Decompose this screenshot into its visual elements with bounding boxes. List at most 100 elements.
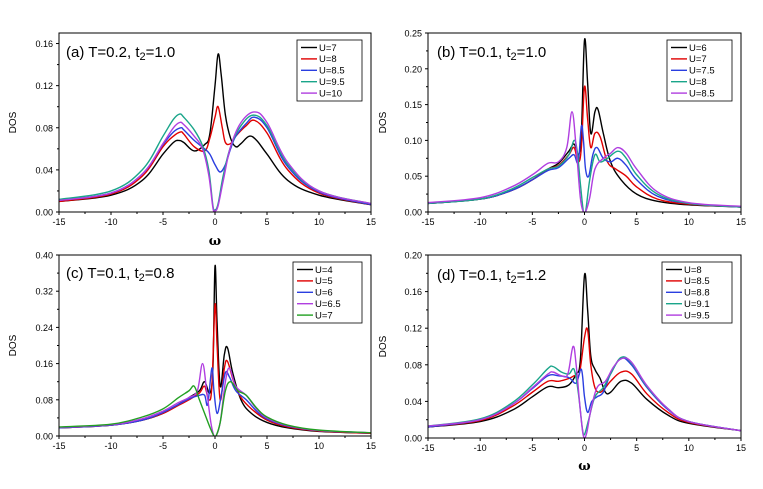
x-tick-label-a-4: 5 <box>264 217 269 227</box>
y-tick-label-a-3: 0.12 <box>35 81 53 91</box>
y-tick-label-b-3: 0.15 <box>404 100 422 110</box>
series-line-a-u-10 <box>59 111 371 212</box>
y-tick-label-d-2: 0.08 <box>404 360 422 370</box>
panel-title-suffix-c: =0.8 <box>145 265 175 282</box>
x-axis-label-d: ω <box>578 459 590 474</box>
x-tick-label-b-2: -5 <box>528 217 536 227</box>
x-tick-label-a-2: -5 <box>159 217 167 227</box>
legend-label-c-2: U=6 <box>315 288 333 299</box>
series-line-c-u-6 <box>59 367 371 434</box>
y-tick-label-b-0: 0.00 <box>404 208 422 218</box>
panel-title-subscript-d: 2 <box>511 274 517 286</box>
series-line-b-u-8 <box>428 139 741 212</box>
y-tick-label-b-5: 0.25 <box>404 29 422 39</box>
x-tick-label-a-1: -10 <box>104 217 117 227</box>
y-tick-label-c-3: 0.24 <box>35 323 53 333</box>
y-tick-label-b-4: 0.20 <box>404 64 422 74</box>
legend-label-a-1: U=8 <box>319 54 337 65</box>
x-tick-label-b-1: -10 <box>474 217 487 227</box>
x-tick-label-d-3: 0 <box>582 443 587 453</box>
y-tick-label-a-2: 0.08 <box>35 123 53 133</box>
x-tick-label-c-3: 0 <box>212 441 217 451</box>
legend-label-a-4: U=10 <box>319 88 342 99</box>
x-tick-label-a-6: 15 <box>366 217 376 227</box>
panel-title-prefix-d: (d) T=0.1, t <box>437 267 511 284</box>
x-tick-label-b-3: 0 <box>582 217 587 227</box>
y-tick-label-b-2: 0.10 <box>404 136 422 146</box>
x-tick-label-c-5: 10 <box>314 441 324 451</box>
legend-label-a-0: U=7 <box>319 43 337 54</box>
x-tick-label-c-1: -10 <box>104 441 117 451</box>
x-tick-label-c-6: 15 <box>366 441 376 451</box>
y-tick-label-c-1: 0.08 <box>35 395 53 405</box>
panel-title-subscript-c: 2 <box>139 272 145 284</box>
legend-c: U=4U=5U=6U=6.5U=7 <box>292 261 363 324</box>
x-tick-label-a-5: 10 <box>314 217 324 227</box>
x-tick-label-c-4: 5 <box>264 441 269 451</box>
y-tick-label-d-3: 0.12 <box>404 324 422 334</box>
legend-label-c-3: U=6.5 <box>315 299 341 310</box>
x-tick-label-c-2: -5 <box>159 441 167 451</box>
panel-title-prefix-b: (b) T=0.1, t <box>437 44 511 61</box>
x-tick-label-b-4: 5 <box>634 217 639 227</box>
series-line-d-u-8 <box>428 272 741 432</box>
y-tick-label-b-1: 0.05 <box>404 172 422 182</box>
curves-c <box>59 264 371 436</box>
legend-label-d-4: U=9.5 <box>684 310 710 321</box>
series-line-b-u-8-5 <box>428 111 741 212</box>
legend-label-b-0: U=6 <box>689 43 707 54</box>
x-tick-label-b-0: -15 <box>421 217 434 227</box>
series-line-c-u-7 <box>59 381 371 436</box>
x-tick-label-d-6: 15 <box>736 443 746 453</box>
series-line-b-u-7-5 <box>428 124 741 208</box>
y-tick-label-d-0: 0.00 <box>404 434 422 444</box>
panel-title-subscript-a: 2 <box>140 51 146 63</box>
panel-d: -15 -10 -5 0 5 10 15 0.00 0.04 0.08 0.12 0.16 0.20 DO… <box>378 251 746 475</box>
y-tick-label-a-0: 0.00 <box>35 208 53 218</box>
panel-c: -15 -10 -5 0 5 10 15 0.00 0.08 0.16 0.24 0.32 0.40 DO… <box>8 251 376 452</box>
panel-title-suffix-d: =1.2 <box>517 267 547 284</box>
legend-label-a-2: U=8.5 <box>319 66 345 77</box>
legend-label-b-2: U=7.5 <box>689 66 715 77</box>
x-tick-label-d-0: -15 <box>421 443 434 453</box>
y-tick-label-c-5: 0.40 <box>35 251 53 261</box>
y-tick-label-c-4: 0.32 <box>35 287 53 297</box>
legend-a: U=7U=8U=8.5U=9.5U=10 <box>296 39 363 102</box>
series-line-d-u-8-5 <box>428 327 741 432</box>
panel-title-suffix-b: =1.0 <box>517 44 547 61</box>
x-tick-label-d-4: 5 <box>634 443 639 453</box>
y-tick-label-a-1: 0.04 <box>35 165 53 175</box>
y-tick-label-d-5: 0.20 <box>404 251 422 261</box>
legend-d: U=8U=8.5U=8.8U=9.1U=9.5 <box>661 261 733 324</box>
legend-label-c-1: U=5 <box>315 276 333 287</box>
y-axis-label-b: DOS <box>378 111 389 133</box>
legend-label-c-4: U=7 <box>315 310 333 321</box>
panel-title-prefix-c: (c) T=0.1, t <box>66 265 139 282</box>
y-axis-label-d: DOS <box>378 335 389 357</box>
legend-label-d-2: U=8.8 <box>684 288 710 299</box>
series-line-a-u-8-5 <box>59 116 371 206</box>
x-tick-label-a-0: -15 <box>52 217 65 227</box>
legend-label-d-1: U=8.5 <box>684 276 710 287</box>
panel-title-c: (c) T=0.1, t2=0.8 <box>66 265 174 284</box>
legend-b: U=6U=7U=7.5U=8U=8.5 <box>666 39 733 102</box>
x-axis-label-a: ω <box>209 234 221 249</box>
y-tick-label-d-1: 0.04 <box>404 397 422 407</box>
panel-a: -15 -10 -5 0 5 10 15 0.00 0.04 0.08 0.12 0.16 DOS ω (a… <box>8 32 376 249</box>
legend-label-a-3: U=9.5 <box>319 77 345 88</box>
series-line-c-u-5 <box>59 303 371 434</box>
curves-a <box>59 53 371 212</box>
legend-label-d-0: U=8 <box>684 265 702 276</box>
y-tick-label-d-4: 0.16 <box>404 287 422 297</box>
y-tick-label-c-2: 0.16 <box>35 359 53 369</box>
curves-d <box>428 272 741 438</box>
y-axis-label-c: DOS <box>8 334 19 356</box>
x-tick-label-b-6: 15 <box>736 217 746 227</box>
panel-title-a: (a) T=0.2, t2=1.0 <box>66 44 175 63</box>
panel-title-prefix-a: (a) T=0.2, t <box>66 44 140 61</box>
x-tick-label-d-1: -10 <box>474 443 487 453</box>
y-tick-label-a-4: 0.16 <box>35 39 53 49</box>
series-line-c-u-6-5 <box>59 362 371 436</box>
legend-label-d-3: U=9.1 <box>684 299 710 310</box>
x-tick-label-c-0: -15 <box>52 441 65 451</box>
